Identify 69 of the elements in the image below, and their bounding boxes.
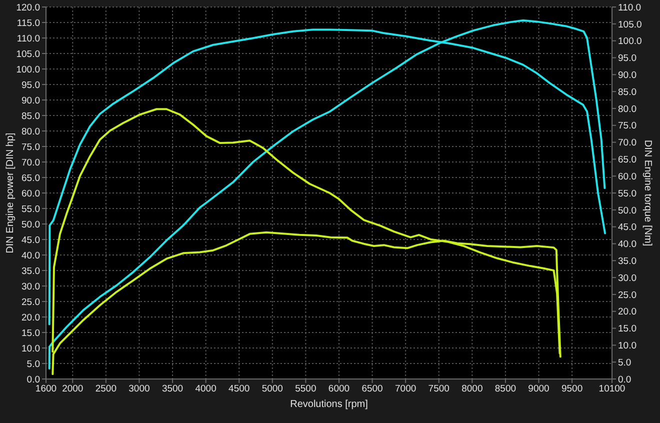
y-tick-label: 95.0 bbox=[22, 80, 40, 91]
y-tick-label: 50.0 bbox=[22, 219, 40, 230]
y2-tick-label: 75.0 bbox=[618, 120, 636, 132]
y-tick-label: 40.0 bbox=[22, 250, 40, 262]
x-tick-label: 8500 bbox=[494, 384, 516, 395]
y2-tick-label: 30.0 bbox=[618, 272, 636, 284]
y-tick-label: 30.0 bbox=[22, 281, 40, 292]
y-tick-label: 15.0 bbox=[22, 328, 40, 339]
x-tick-label: 4500 bbox=[228, 384, 250, 395]
y-tick-label: 45.0 bbox=[22, 234, 40, 246]
y-tick-label: 80.0 bbox=[22, 126, 40, 138]
y2-tick-label: 0.0 bbox=[618, 374, 632, 386]
y-tick-label: 110.0 bbox=[16, 33, 40, 44]
y2-tick-label: 70.0 bbox=[618, 138, 636, 149]
y-tick-label: 35.0 bbox=[22, 266, 40, 277]
y2-tick-label: 95.0 bbox=[618, 53, 636, 64]
y2-tick-label: 90.0 bbox=[618, 70, 636, 82]
y2-tick-label: 50.0 bbox=[618, 205, 636, 216]
y2-tick-label: 85.0 bbox=[618, 86, 636, 98]
y-tick-label: 5.0 bbox=[26, 358, 40, 370]
x-tick-label: 3000 bbox=[128, 384, 150, 395]
y2-tick-label: 105.0 bbox=[618, 19, 642, 30]
y-tick-label: 75.0 bbox=[22, 142, 40, 153]
y-tick-label: 10.0 bbox=[22, 343, 40, 354]
y-axis-title: DIN Engine power [DIN hp] bbox=[4, 132, 16, 254]
x-tick-label: 4000 bbox=[195, 384, 216, 395]
y2-tick-label: 100.0 bbox=[618, 36, 642, 48]
x-tick-label: 2000 bbox=[62, 384, 84, 395]
y-tick-label: 20.0 bbox=[22, 312, 40, 324]
y2-tick-label: 35.0 bbox=[618, 256, 636, 268]
x-tick-label: 5500 bbox=[295, 384, 316, 395]
x-tick-label: 1600 bbox=[35, 384, 57, 395]
x-tick-label: 2500 bbox=[95, 384, 116, 395]
x-tick-label: 6000 bbox=[328, 384, 350, 395]
x-tick-label: 9500 bbox=[561, 384, 583, 395]
y-tick-label: 90.0 bbox=[22, 95, 40, 106]
y-tick-label: 105.0 bbox=[16, 48, 40, 60]
y2-tick-label: 5.0 bbox=[618, 357, 632, 368]
x-tick-label: 9000 bbox=[528, 384, 550, 395]
y-tick-label: 65.0 bbox=[22, 172, 40, 184]
x-tick-label: 5000 bbox=[262, 384, 283, 395]
y-tick-label: 0.0 bbox=[26, 374, 40, 386]
y-tick-label: 60.0 bbox=[22, 188, 40, 200]
y-tick-label: 115.0 bbox=[16, 18, 40, 29]
x-tick-label: 6500 bbox=[362, 384, 383, 395]
x-tick-label: 10100 bbox=[598, 384, 626, 395]
x-tick-label: 8000 bbox=[462, 384, 483, 395]
y2-axis-title: DIN Engine torque [Nm] bbox=[642, 140, 654, 246]
y-tick-label: 120.0 bbox=[16, 2, 40, 14]
y2-tick-label: 45.0 bbox=[618, 222, 636, 234]
y2-tick-label: 80.0 bbox=[618, 104, 636, 115]
x-axis-title: Revolutions [rpm] bbox=[290, 398, 368, 410]
y2-tick-label: 20.0 bbox=[618, 306, 636, 318]
y-tick-label: 25.0 bbox=[22, 296, 40, 308]
y-tick-label: 70.0 bbox=[22, 157, 40, 168]
x-tick-label: 7500 bbox=[428, 384, 450, 395]
y2-tick-label: 65.0 bbox=[618, 154, 636, 166]
y-tick-label: 55.0 bbox=[22, 204, 40, 215]
x-tick-label: 7000 bbox=[395, 384, 416, 395]
y-tick-label: 100.0 bbox=[16, 64, 40, 76]
y2-tick-label: 55.0 bbox=[618, 188, 636, 200]
y2-tick-label: 10.0 bbox=[618, 340, 636, 352]
y2-tick-label: 25.0 bbox=[618, 290, 636, 301]
x-tick-label: 3500 bbox=[162, 384, 184, 395]
y2-tick-label: 15.0 bbox=[618, 324, 636, 335]
y-tick-label: 85.0 bbox=[22, 110, 40, 122]
y2-tick-label: 110.0 bbox=[618, 2, 642, 14]
y2-tick-label: 40.0 bbox=[618, 239, 636, 250]
y2-tick-label: 60.0 bbox=[618, 171, 636, 182]
